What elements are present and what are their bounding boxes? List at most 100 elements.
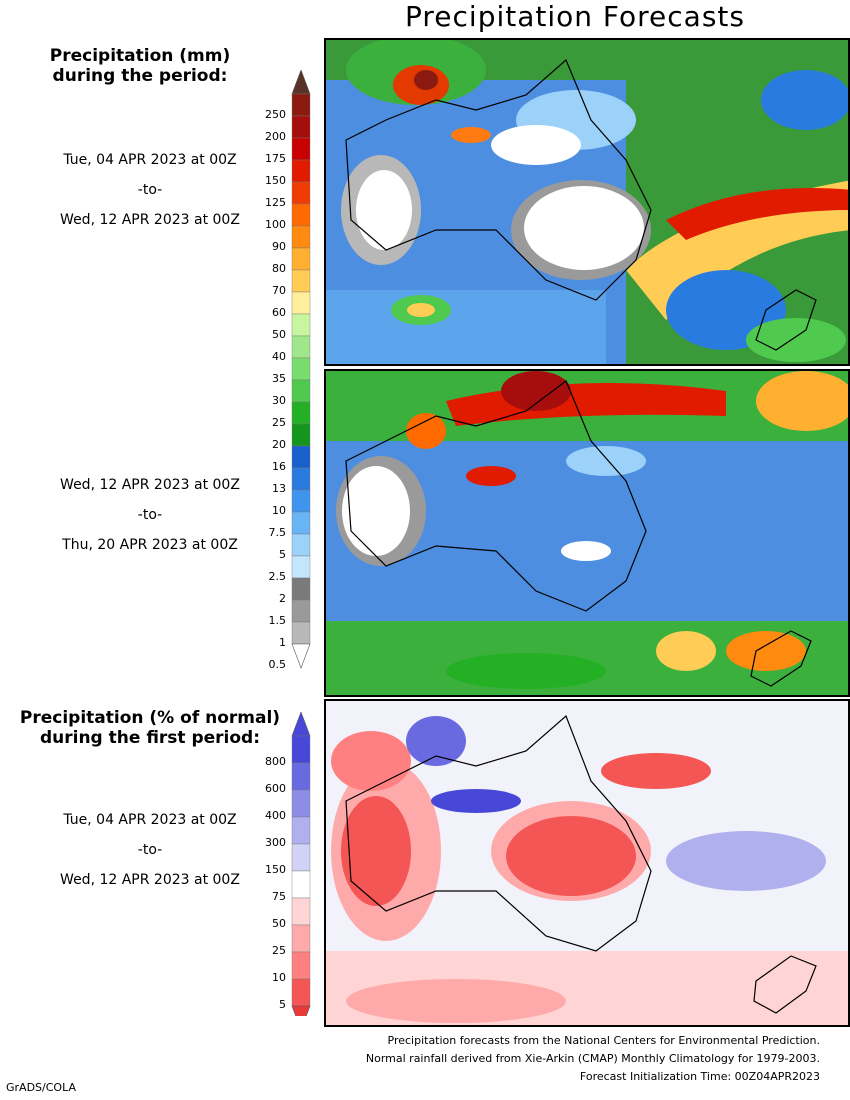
map-panel-period2 — [324, 369, 850, 697]
colorbar-segment — [291, 599, 311, 623]
colorbar-tick-label: 13 — [272, 482, 286, 495]
map-period2-graphic — [326, 371, 848, 695]
colorbar-tick-label: 2.5 — [268, 570, 287, 583]
colorbar-segment — [291, 735, 311, 764]
colorbar-tick-label: 30 — [272, 394, 286, 407]
colorbar-tick-label: 400 — [265, 809, 286, 822]
colorbar-segment — [291, 621, 311, 645]
colorbar-tick-label: 600 — [265, 782, 286, 795]
colorbar-segment — [291, 816, 311, 845]
colorbar-tick-label: 5 — [279, 548, 286, 561]
legend-mm-header-line2: during the period: — [52, 66, 228, 86]
legend-pct-header: Precipitation (% of normal) during the f… — [10, 708, 290, 748]
colorbar-tick-label: 0.5 — [268, 658, 287, 671]
colorbar-segment — [291, 291, 311, 315]
colorbar-tick-label: 60 — [272, 306, 286, 319]
colorbar-segment — [291, 789, 311, 818]
colorbar-segment — [291, 335, 311, 359]
colorbar-tick-label: 1.5 — [268, 614, 287, 627]
precip-pct-colorbar — [291, 712, 311, 1016]
colorbar-tick-label: 150 — [265, 174, 286, 187]
colorbar-segment — [291, 870, 311, 899]
colorbar-tick-label: 80 — [272, 262, 286, 275]
colorbar-tick-label: 20 — [272, 438, 286, 451]
colorbar-tick-label: 300 — [265, 836, 286, 849]
colorbar-tick-label: 800 — [265, 755, 286, 768]
footer-notes: Precipitation forecasts from the Nationa… — [366, 1032, 820, 1086]
colorbar-segment — [291, 115, 311, 139]
colorbar-tick-label: 75 — [272, 890, 286, 903]
colorbar-tick-label: 100 — [265, 218, 286, 231]
colorbar-bottom-arrow — [291, 643, 311, 669]
period1-sep: -to- — [137, 182, 163, 198]
period1-start: Tue, 04 APR 2023 at 00Z — [63, 152, 237, 168]
colorbar-segment — [291, 159, 311, 183]
colorbar-segment — [291, 843, 311, 872]
colorbar-segment — [291, 897, 311, 926]
colorbar-segment — [291, 924, 311, 953]
colorbar-tick-label: 250 — [265, 108, 286, 121]
period3-sep: -to- — [137, 842, 163, 858]
period2-sep: -to- — [137, 507, 163, 523]
colorbar-tick-label: 2 — [279, 592, 286, 605]
colorbar-segment — [291, 951, 311, 980]
legend-mm-header-line1: Precipitation (mm) — [49, 46, 231, 66]
colorbar-segment — [291, 313, 311, 337]
colorbar-tick-label: 1 — [279, 636, 286, 649]
footer-line2: Normal rainfall derived from Xie-Arkin (… — [365, 1052, 820, 1065]
colorbar-tick-label: 125 — [265, 196, 286, 209]
colorbar-segment — [291, 247, 311, 271]
colorbar-segment — [291, 93, 311, 117]
period2-end: Thu, 20 APR 2023 at 00Z — [62, 537, 238, 553]
colorbar-segment — [291, 357, 311, 381]
period3-end: Wed, 12 APR 2023 at 00Z — [60, 872, 240, 888]
grads-credit: GrADS/COLA — [6, 1081, 76, 1094]
colorbar-tick-label: 10 — [272, 971, 286, 984]
colorbar-tick-label: 25 — [272, 416, 286, 429]
colorbar-tick-label: 25 — [272, 944, 286, 957]
colorbar-top-arrow — [291, 712, 311, 737]
map-period1-graphic — [326, 40, 848, 364]
colorbar-segment — [291, 269, 311, 293]
colorbar-segment — [291, 401, 311, 425]
colorbar-tick-label: 175 — [265, 152, 286, 165]
map-percent-normal-graphic — [326, 701, 848, 1025]
period2-start: Wed, 12 APR 2023 at 00Z — [60, 477, 240, 493]
colorbar-tick-label: 50 — [272, 328, 286, 341]
footer-line3: Forecast Initialization Time: 00Z04APR20… — [579, 1070, 820, 1083]
colorbar-segment — [291, 511, 311, 535]
colorbar-tick-label: 40 — [272, 350, 286, 363]
colorbar-segment — [291, 379, 311, 403]
colorbar-segment — [291, 445, 311, 469]
legend-mm-header: Precipitation (mm) during the period: — [20, 46, 260, 86]
colorbar-segment — [291, 533, 311, 557]
colorbar-segment — [291, 577, 311, 601]
colorbar-top-arrow — [291, 70, 311, 95]
colorbar-tick-label: 50 — [272, 917, 286, 930]
colorbar-segment — [291, 423, 311, 447]
colorbar-segment — [291, 203, 311, 227]
colorbar-segment — [291, 762, 311, 791]
colorbar-tick-label: 150 — [265, 863, 286, 876]
legend-pct-header-line1: Precipitation (% of normal) — [19, 708, 281, 728]
colorbar-segment — [291, 555, 311, 579]
colorbar-segment — [291, 489, 311, 513]
colorbar-segment — [291, 181, 311, 205]
page-title: Precipitation Forecasts — [405, 0, 745, 33]
precip-mm-colorbar — [291, 70, 311, 669]
colorbar-tick-label: 10 — [272, 504, 286, 517]
colorbar-tick-label: 7.5 — [268, 526, 287, 539]
colorbar-tick-label: 200 — [265, 130, 286, 143]
legend-pct-header-line2: during the first period: — [39, 728, 261, 748]
colorbar-segment — [291, 225, 311, 249]
map-panel-percent-normal — [324, 699, 850, 1027]
colorbar-tick-label: 35 — [272, 372, 286, 385]
colorbar-segment — [291, 978, 311, 1007]
colorbar-tick-label: 5 — [279, 998, 286, 1011]
colorbar-tick-label: 16 — [272, 460, 286, 473]
map-panel-period1 — [324, 38, 850, 366]
footer-line1: Precipitation forecasts from the Nationa… — [387, 1034, 821, 1047]
colorbar-segment — [291, 137, 311, 161]
period1-end: Wed, 12 APR 2023 at 00Z — [60, 212, 240, 228]
colorbar-tick-label: 90 — [272, 240, 286, 253]
